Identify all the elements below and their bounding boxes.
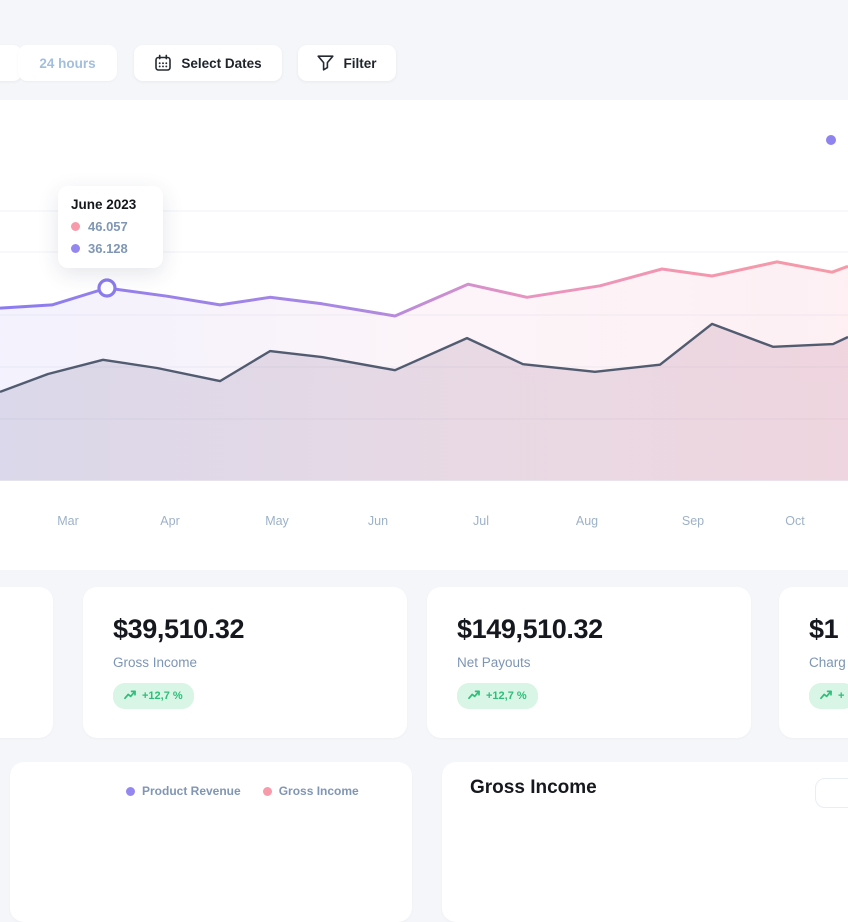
trend-value: +12,7 % — [142, 690, 183, 702]
legend-dot — [126, 786, 135, 796]
x-axis-labels: Mar Apr May Jun Jul Aug Sep Oct — [0, 514, 848, 530]
net-payouts-trend-badge: +12,7 % — [457, 683, 538, 709]
chart-tooltip: June 2023 46.057 36.128 — [58, 186, 163, 268]
trend-value: + — [838, 690, 845, 702]
tooltip-series-dot — [71, 222, 80, 231]
select-dates-label: Select Dates — [181, 55, 262, 71]
legend-item[interactable]: Gross Income — [262, 784, 359, 798]
chargebacks-value: $1 — [809, 614, 839, 644]
calendar-icon — [154, 54, 172, 72]
gross-income-card[interactable]: $39,510.32 Gross Income +12,7 % — [83, 587, 407, 738]
tooltip-title: June 2023 — [71, 197, 137, 212]
chargebacks-card[interactable]: $1 Charg + — [779, 587, 848, 738]
trend-up-icon — [820, 689, 832, 703]
legend-series-dot[interactable] — [826, 135, 836, 145]
legend-item[interactable]: Product Revenue — [126, 784, 241, 798]
x-axis-label-sep: Sep — [681, 514, 705, 528]
tooltip-series-dot — [71, 244, 80, 253]
legend-dot — [262, 786, 272, 796]
net-payouts-value: $149,510.32 — [457, 614, 603, 644]
gross-income-label: Gross Income — [113, 655, 198, 670]
highlighted-point-marker[interactable] — [97, 278, 117, 298]
x-axis-label-jun: Jun — [367, 514, 389, 528]
x-axis-label-oct: Oct — [785, 514, 805, 528]
legend-label: Product Revenue — [142, 784, 241, 798]
x-axis-label-may: May — [265, 514, 289, 528]
lower-series-line — [0, 322, 848, 394]
filter-label: Filter — [343, 55, 377, 71]
cutoff-stat-card[interactable] — [0, 587, 53, 738]
tooltip-row: 46.057 — [71, 219, 163, 234]
gross-income-trend-badge: +12,7 % — [113, 683, 194, 709]
tooltip-series-value: 46.057 — [88, 219, 128, 234]
x-axis-label-apr: Apr — [160, 514, 180, 528]
net-payouts-label: Net Payouts — [457, 655, 531, 670]
bottom-chart-legend: Product Revenue Gross Income — [126, 784, 359, 798]
trend-up-icon — [124, 689, 136, 703]
tooltip-series-value: 36.128 — [88, 241, 128, 256]
area-chart-canvas[interactable] — [0, 100, 848, 481]
x-axis-label-jul: Jul — [473, 514, 489, 528]
filter-funnel-icon — [317, 55, 335, 71]
top-toolbar: 24 hours Select Dates Filter — [0, 0, 848, 100]
trend-value: +12,7 % — [486, 690, 527, 702]
select-dates-button[interactable]: Select Dates — [134, 45, 282, 81]
tooltip-row: 36.128 — [71, 241, 163, 256]
chargebacks-label: Charg — [809, 655, 846, 670]
cutoff-left-button[interactable] — [0, 45, 22, 81]
range-24-hours-button[interactable]: 24 hours — [18, 45, 117, 81]
bottom-card-title: Gross Income — [470, 777, 597, 798]
net-payouts-card[interactable]: $149,510.32 Net Payouts +12,7 % — [427, 587, 751, 738]
trend-up-icon — [468, 689, 480, 703]
lower-series-area — [0, 323, 848, 481]
revenue-chart: June 2023 46.057 36.128 Mar Apr May Jun Jul Au… — [0, 100, 848, 570]
legend-label: Gross Income — [278, 784, 359, 798]
upper-series-line — [0, 260, 848, 318]
range-24-hours-label: 24 hours — [39, 55, 96, 71]
bottom-period-selector[interactable] — [815, 778, 848, 808]
gross-income-value: $39,510.32 — [113, 614, 245, 644]
filter-button[interactable]: Filter — [298, 45, 396, 81]
x-axis-label-mar: Mar — [57, 514, 79, 528]
chargebacks-trend-badge: + — [809, 683, 848, 709]
x-axis-label-aug: Aug — [575, 514, 599, 528]
